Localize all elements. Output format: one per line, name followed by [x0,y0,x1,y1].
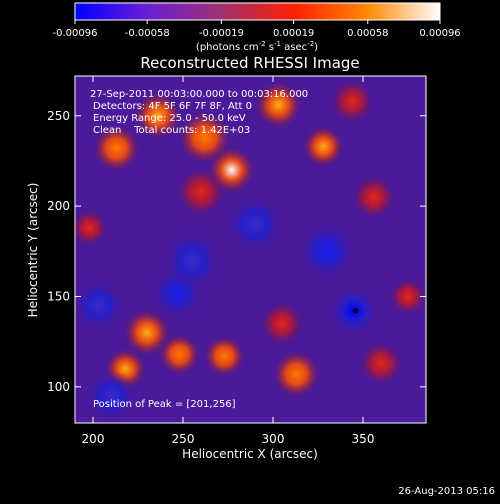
colorbar-tick-label: 0.00058 [347,28,388,39]
intensity-source [255,81,302,128]
intensity-source [298,222,356,281]
intensity-source [85,369,137,422]
annotation-detectors: Detectors: 4F 5F 6F 7F 8F, Att 0 [93,101,252,112]
y-tick-label: 200 [47,199,70,213]
intensity-source [303,126,344,167]
intensity-source [204,335,245,377]
colorbar-gradient [74,2,441,21]
x-tick-label: 250 [172,432,195,446]
heatmap [75,76,426,423]
x-axis-label: Heliocentric X (arcsec) [182,447,318,461]
colorbar-tick-label: -0.00058 [125,28,170,39]
colorbar-tick-label: -0.00019 [199,28,244,39]
x-tick-label: 300 [262,432,285,446]
intensity-source [75,279,125,332]
annotation-time: 27-Sep-2011 00:03:00.000 to 00:03:16.000 [90,89,308,100]
intensity-source [159,334,200,375]
plot-frame [74,75,427,424]
y-axis: 100 150 200 250 [47,109,426,394]
colorbar-tick-label: 0.00019 [273,28,314,39]
chart-title: Reconstructed RHESSI Image [140,54,359,72]
intensity-source [75,210,107,246]
peak-marker [353,308,359,314]
intensity-source [163,231,221,290]
annotations: 27-Sep-2011 00:03:00.000 to 00:03:16.000… [90,89,308,410]
x-axis: 200 250 300 350 [82,76,375,446]
intensity-source [134,92,181,139]
x-tick-label: 350 [352,432,375,446]
y-tick-label: 150 [47,289,70,303]
colorbar-tick-label: 0.00096 [419,28,460,39]
intensity-source [353,176,394,218]
intensity-source [226,195,284,253]
footer-date: 26-Aug-2013 05:16 [398,486,495,497]
intensity-source [177,168,225,215]
y-axis-label: Heliocentric Y (arcsec) [26,183,40,318]
intensity-source [93,125,140,172]
annotation-clean: Clean Total counts: 1.42E+03 [93,125,250,136]
x-tick-label: 200 [82,432,105,446]
y-tick-label: 100 [47,380,70,394]
intensity-source [332,81,373,122]
colorbar: -0.00096 -0.00058 -0.00019 0.00019 0.00058 0.… [53,2,461,53]
annotation-energy: Energy Range: 25.0 - 50.0 keV [93,113,246,124]
intensity-source [123,309,171,356]
colorbar-tick-label: -0.00096 [53,28,98,39]
colorbar-unit: (photons cm-2 s-1 asec-2) [196,40,318,53]
intensity-source [360,343,402,384]
intensity-source [178,111,231,164]
intensity-source [390,279,426,314]
intensity-source [261,303,303,344]
peak-position-label: Position of Peak = [201,256] [93,399,236,410]
intensity-source [273,351,320,398]
y-tick-label: 250 [47,109,70,123]
